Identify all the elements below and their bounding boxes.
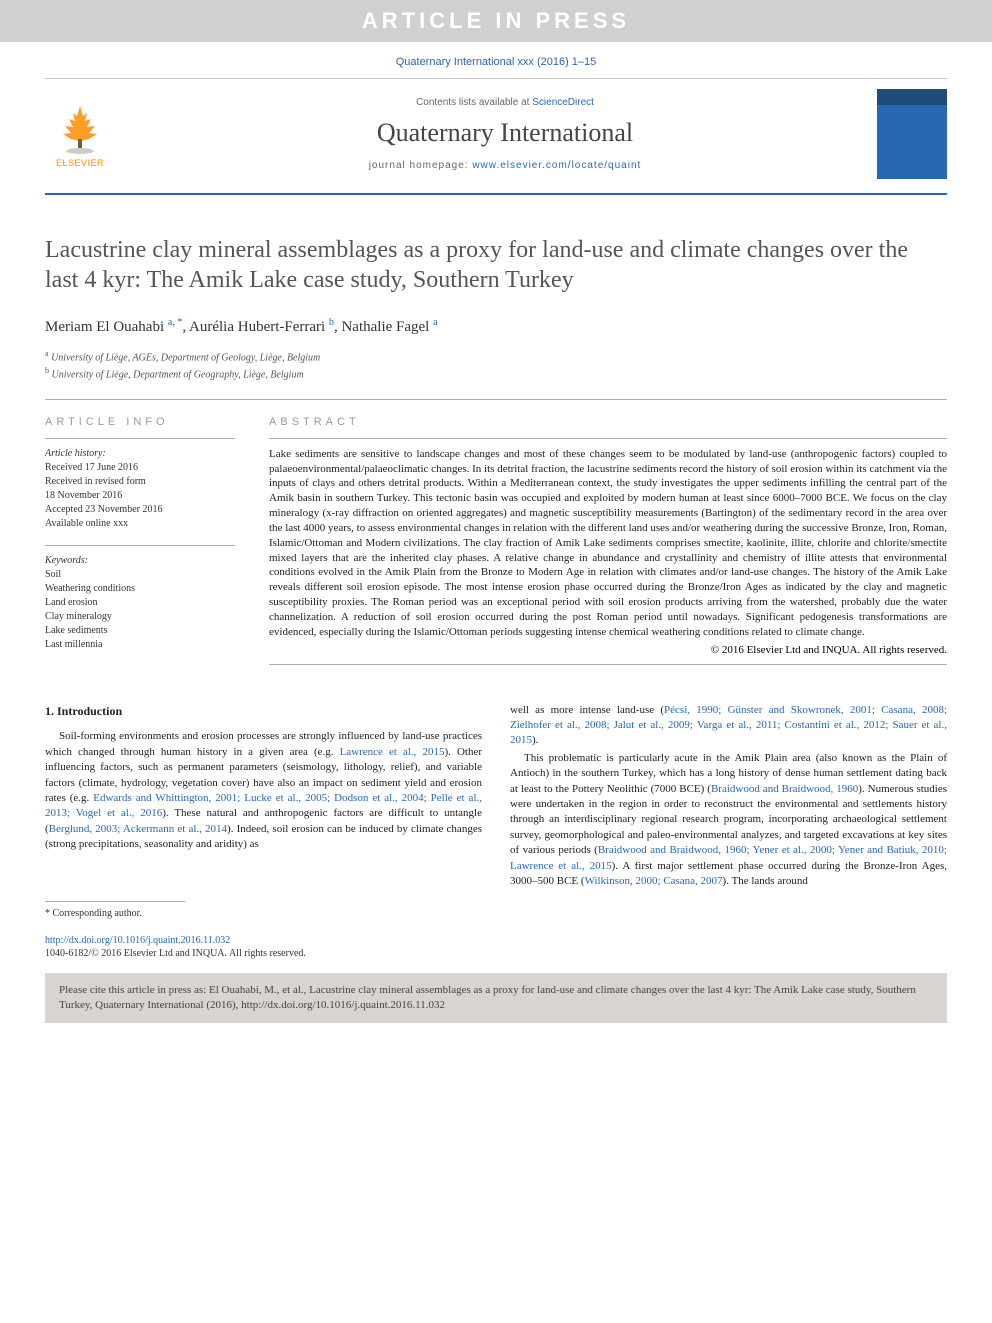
footer: * Corresponding author. http://dx.doi.or…	[45, 891, 947, 959]
body-column-right: well as more intense land-use (Pécsi, 19…	[510, 703, 947, 892]
article-history: Article history: Received 17 June 2016 R…	[45, 447, 235, 531]
keywords: Keywords: Soil Weathering conditions Lan…	[45, 554, 235, 652]
article-info-column: ARTICLE INFO Article history: Received 1…	[45, 416, 235, 665]
affiliations: a University of Liège, AGEs, Department …	[45, 348, 947, 383]
citation-link[interactable]: Wilkinson, 2000; Casana, 2007	[585, 875, 723, 887]
journal-homepage-link[interactable]: www.elsevier.com/locate/quaint	[472, 160, 641, 171]
contents-available-line: Contents lists available at ScienceDirec…	[133, 97, 877, 108]
page-reference: Quaternary International xxx (2016) 1–15	[0, 42, 992, 78]
author[interactable]: Aurélia Hubert-Ferrari b	[189, 319, 334, 335]
divider	[45, 399, 947, 400]
journal-homepage-line: journal homepage: www.elsevier.com/locat…	[133, 160, 877, 171]
author-list: Meriam El Ouahabi a, *, Aurélia Hubert-F…	[45, 317, 947, 336]
sciencedirect-link[interactable]: ScienceDirect	[532, 97, 594, 108]
affiliation: a University of Liège, AGEs, Department …	[45, 348, 947, 365]
section-heading: 1. Introduction	[45, 703, 482, 720]
citation-link[interactable]: Lawrence et al., 2015	[340, 746, 445, 758]
author[interactable]: Meriam El Ouahabi a, *	[45, 319, 182, 335]
issn-copyright: 1040-6182/© 2016 Elsevier Ltd and INQUA.…	[45, 948, 947, 959]
publisher-name: ELSEVIER	[56, 158, 104, 168]
elsevier-tree-icon	[55, 101, 105, 156]
publisher-logo[interactable]: ELSEVIER	[45, 94, 115, 174]
abstract-heading: ABSTRACT	[269, 416, 947, 428]
body-paragraph: well as more intense land-use (Pécsi, 19…	[510, 703, 947, 749]
citation-link[interactable]: Braidwood and Braidwood, 1960	[711, 783, 858, 795]
citation-link[interactable]: Berglund, 2003; Ackermann et al., 2014	[49, 823, 227, 835]
affiliation: b University of Liège, Department of Geo…	[45, 365, 947, 382]
body-paragraph: This problematic is particularly acute i…	[510, 751, 947, 890]
body-columns: 1. Introduction Soil-forming environment…	[45, 703, 947, 892]
corresponding-author-note: * Corresponding author.	[45, 901, 185, 919]
journal-title: Quaternary International	[133, 118, 877, 148]
abstract-text: Lake sediments are sensitive to landscap…	[269, 447, 947, 640]
journal-cover-thumbnail[interactable]	[877, 89, 947, 179]
author[interactable]: Nathalie Fagel a	[341, 319, 437, 335]
citation-box: Please cite this article in press as: El…	[45, 973, 947, 1023]
article-title: Lacustrine clay mineral assemblages as a…	[45, 235, 947, 295]
abstract-copyright: © 2016 Elsevier Ltd and INQUA. All right…	[269, 644, 947, 656]
abstract-column: ABSTRACT Lake sediments are sensitive to…	[269, 416, 947, 665]
article-info-heading: ARTICLE INFO	[45, 416, 235, 428]
article-in-press-banner: ARTICLE IN PRESS	[0, 0, 992, 42]
body-column-left: 1. Introduction Soil-forming environment…	[45, 703, 482, 892]
doi-link[interactable]: http://dx.doi.org/10.1016/j.quaint.2016.…	[45, 935, 947, 946]
body-paragraph: Soil-forming environments and erosion pr…	[45, 729, 482, 852]
journal-header: ELSEVIER Contents lists available at Sci…	[45, 78, 947, 195]
